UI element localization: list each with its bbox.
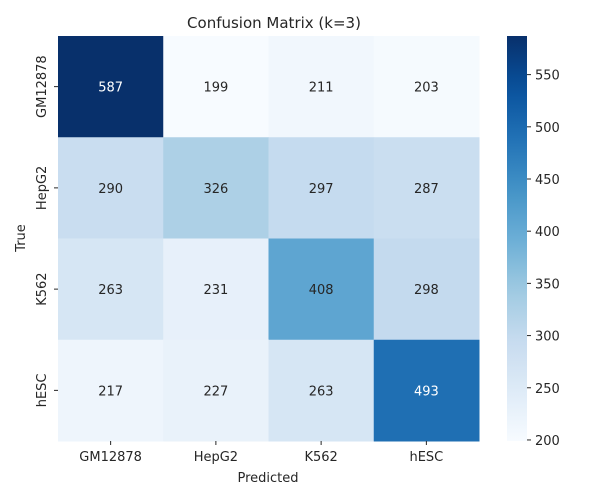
x-axis-label: Predicted [237,471,298,486]
colorbar-tick-label: 300 [535,330,560,345]
colorbar-tick-label: 250 [535,382,560,397]
cell-value-label: 211 [309,81,334,96]
x-tick-label: K562 [304,450,337,465]
x-tick-label: HepG2 [194,450,238,465]
heatmap-cells: 587 199 211 203 290 326 297 287 263 231 408 298 217 2… [58,36,480,442]
x-axis-ticks: GM12878 HepG2 K562 hESC [79,441,443,465]
cell-value-label: 493 [414,384,439,399]
heatmap-cell [373,137,480,239]
heatmap-cell [163,339,269,442]
heatmap-cell [163,137,269,239]
cell-value-label: 263 [309,384,334,399]
colorbar-tick-label: 350 [535,277,560,292]
x-tick-label: hESC [409,450,443,465]
cell-value-label: 326 [203,182,228,197]
x-tick-label: GM12878 [79,450,142,465]
chart-title: Confusion Matrix (k=3) [187,14,361,32]
y-tick-label: HepG2 [35,166,50,210]
y-axis-label: True [14,224,29,253]
colorbar-tick-label: 200 [535,434,560,449]
heatmap-cell [268,137,375,239]
heatmap-cell [163,238,269,341]
cell-value-label: 227 [203,384,228,399]
cell-value-label: 217 [98,384,123,399]
y-tick-label: hESC [35,373,50,407]
colorbar-tick-label: 400 [535,225,560,240]
cell-value-label: 408 [309,283,334,298]
colorbar-tick-label: 450 [535,173,560,188]
heatmap-cell [58,137,164,239]
heatmap-cell [268,339,375,442]
heatmap-cell [373,36,480,138]
cell-value-label: 298 [414,283,439,298]
y-tick-label: K562 [35,272,50,305]
heatmap-cell [58,36,164,138]
cell-value-label: 287 [414,182,439,197]
cell-value-label: 231 [203,283,228,298]
heatmap-cell [58,339,164,442]
y-axis-ticks: GM12878 HepG2 K562 hESC [35,55,58,407]
colorbar: 200 250 300 350 400 450 500 550 [507,36,560,449]
cell-value-label: 290 [98,182,123,197]
heatmap-cell [163,36,269,138]
cell-value-label: 587 [98,81,123,96]
heatmap-cell [58,238,164,341]
heatmap-cell [268,238,375,341]
heatmap-cell [373,238,480,341]
cell-value-label: 263 [98,283,123,298]
cell-value-label: 297 [309,182,334,197]
colorbar-tick-label: 550 [535,69,560,84]
colorbar-tick-label: 500 [535,121,560,136]
colorbar-bar [507,36,527,441]
y-tick-label: GM12878 [35,55,50,118]
cell-value-label: 199 [203,81,228,96]
heatmap-cell [268,36,375,138]
heatmap-cell [373,339,480,442]
cell-value-label: 203 [414,81,439,96]
